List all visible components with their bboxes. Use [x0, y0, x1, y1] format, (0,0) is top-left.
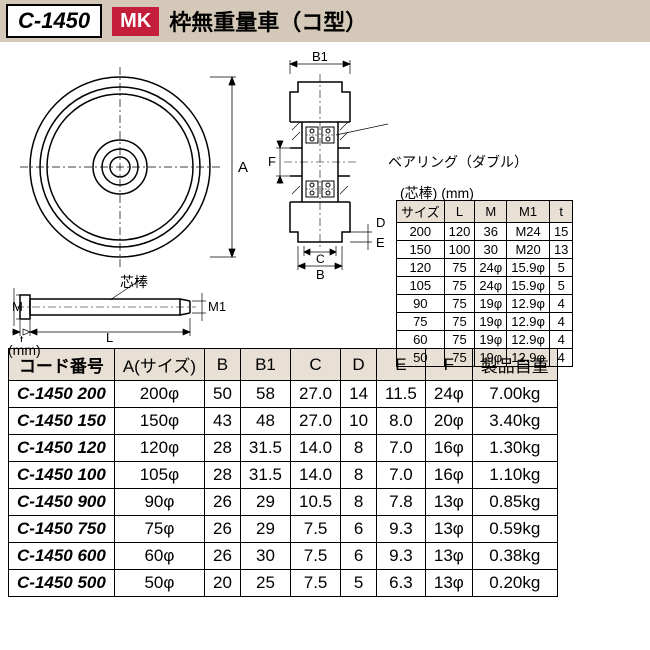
dim-e-label: E — [376, 235, 385, 250]
spec-col: B — [205, 349, 241, 381]
spec-col: B1 — [240, 349, 290, 381]
dim-b-label: B — [316, 267, 325, 282]
dim-b1-label: B1 — [312, 52, 328, 64]
bearing-label: ベアリング（ダブル） — [388, 152, 528, 172]
shaft-row: 907519φ12.9φ4 — [397, 295, 573, 313]
spec-row: C-1450 200200φ505827.01411.524φ7.00kg — [9, 381, 558, 408]
spec-row: C-1450 120120φ2831.514.087.016φ1.30kg — [9, 435, 558, 462]
spec-row: C-1450 50050φ20257.556.313φ0.20kg — [9, 570, 558, 597]
spec-row: C-1450 75075φ26297.569.313φ0.59kg — [9, 516, 558, 543]
dim-l-label: L — [106, 330, 113, 342]
shaft-row: 757519φ12.9φ4 — [397, 313, 573, 331]
shaft-col: M — [475, 201, 507, 223]
shaft-row: 607519φ12.9φ4 — [397, 331, 573, 349]
shaft-col: t — [549, 201, 572, 223]
spec-table: コード番号A(サイズ)BB1CDEF製品自重 C-1450 200200φ505… — [8, 348, 558, 597]
shaft-col: M1 — [507, 201, 550, 223]
dim-f-label: F — [268, 154, 276, 169]
shaft-col: サイズ — [397, 201, 445, 223]
dim-a-label: A — [238, 159, 248, 176]
brand-badge: MK — [112, 7, 159, 36]
dim-m1-label: M1 — [208, 299, 226, 314]
dim-t-label: t — [20, 333, 24, 342]
shaft-table: サイズLMM1t 20012036M241515010030M201312075… — [396, 200, 573, 367]
spec-col: D — [341, 349, 377, 381]
product-title: 枠無重量車（コ型） — [169, 5, 367, 37]
shaft-row: 15010030M2013 — [397, 241, 573, 259]
spec-row: C-1450 100105φ2831.514.087.016φ1.10kg — [9, 462, 558, 489]
dim-c-label: C — [316, 252, 325, 266]
shaft-row: 507519φ12.9φ4 — [397, 349, 573, 367]
spec-col: A(サイズ) — [114, 349, 204, 381]
shaft-col: L — [444, 201, 475, 223]
spec-row: C-1450 90090φ262910.587.813φ0.85kg — [9, 489, 558, 516]
diagram-area: A — [0, 42, 650, 342]
shaft-row: 20012036M2415 — [397, 223, 573, 241]
spec-col: C — [291, 349, 341, 381]
spec-row: C-1450 60060φ26307.569.313φ0.38kg — [9, 543, 558, 570]
dim-m-label: M — [12, 299, 23, 314]
spec-row: C-1450 150150φ434827.0108.020φ3.40kg — [9, 408, 558, 435]
shaft-row: 1207524φ15.9φ5 — [397, 259, 573, 277]
dim-d-label: D — [376, 215, 385, 230]
shaft-row: 1057524φ15.9φ5 — [397, 277, 573, 295]
header-bar: C-1450 MK 枠無重量車（コ型） — [0, 0, 650, 42]
mm-unit-label: (mm) — [8, 342, 41, 358]
technical-drawing: A — [10, 52, 390, 342]
product-code: C-1450 — [6, 4, 102, 38]
shinbou-label: 芯棒 — [120, 272, 148, 292]
